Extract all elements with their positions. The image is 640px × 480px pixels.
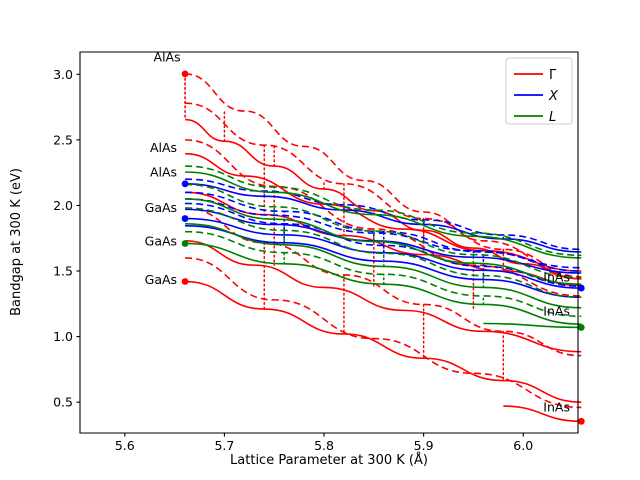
x-tick-label: 6.0	[513, 438, 533, 453]
y-tick-label: 2.0	[53, 198, 73, 213]
data-curve	[185, 230, 582, 318]
axes-spines	[79, 51, 579, 434]
legend-entries: ΓXL	[514, 68, 559, 125]
data-curve	[185, 202, 582, 287]
data-curve	[185, 183, 582, 253]
y-tick-label: 0.5	[53, 395, 73, 410]
data-curve	[185, 240, 582, 353]
endpoint-marker	[181, 70, 189, 78]
x-tick-label: 5.6	[115, 438, 135, 453]
y-tick-label: 2.5	[53, 132, 73, 147]
endpoint-marker	[181, 278, 189, 285]
x-tick-label: 5.7	[214, 438, 234, 453]
data-curve	[185, 102, 582, 278]
legend: ΓXL	[505, 57, 573, 125]
endpoint-marker	[577, 324, 585, 331]
endpoint-marker	[577, 284, 585, 292]
data-curve	[503, 405, 582, 423]
x-tick-label: 5.9	[414, 438, 434, 453]
material-label: InAs	[543, 269, 570, 284]
material-label: InAs	[543, 399, 570, 414]
axes-frame	[79, 51, 579, 434]
data-curve	[185, 280, 582, 403]
data-curve	[483, 322, 582, 329]
data-curve	[185, 257, 582, 409]
legend-label-gamma: Γ	[549, 68, 557, 83]
legend-label-l: L	[549, 110, 556, 125]
material-label: InAs	[543, 304, 570, 319]
data-curve	[185, 207, 582, 299]
material-label: AlAs	[150, 165, 177, 180]
x-axis-ticks: 5.6 5.7 5.8 5.9 6.0	[115, 433, 533, 453]
material-label: GaAs	[145, 233, 177, 248]
material-label: AlAs	[150, 140, 177, 155]
endpoint-marker	[181, 180, 189, 188]
data-curve	[185, 191, 582, 272]
x-axis-title: Lattice Parameter at 300 K (Å)	[230, 452, 428, 468]
y-tick-label: 1.5	[53, 264, 73, 279]
endpoint-marker	[181, 215, 189, 222]
data-curve	[185, 73, 582, 280]
y-axis-ticks: 0.5 1.0 1.5 2.0 2.5 3.0	[53, 67, 80, 410]
x-tick-label: 5.8	[314, 438, 334, 453]
material-label: AlAs	[154, 50, 181, 65]
legend-frame	[505, 57, 573, 125]
endpoint-marker	[577, 417, 585, 425]
y-axis-title: Bandgap at 300 K (eV)	[9, 168, 24, 316]
material-annotations: AlAs AlAs AlAs GaAs GaAs GaAs InAs InAs InAs	[145, 50, 570, 415]
legend-label-x: X	[548, 89, 559, 104]
endpoint-marker	[181, 240, 189, 247]
material-label: GaAs	[145, 200, 177, 215]
y-tick-label: 1.0	[53, 329, 73, 344]
y-tick-label: 3.0	[53, 67, 73, 82]
endpoint-markers-group	[181, 70, 585, 425]
material-label: GaAs	[145, 272, 177, 287]
data-curves-group	[184, 73, 582, 423]
